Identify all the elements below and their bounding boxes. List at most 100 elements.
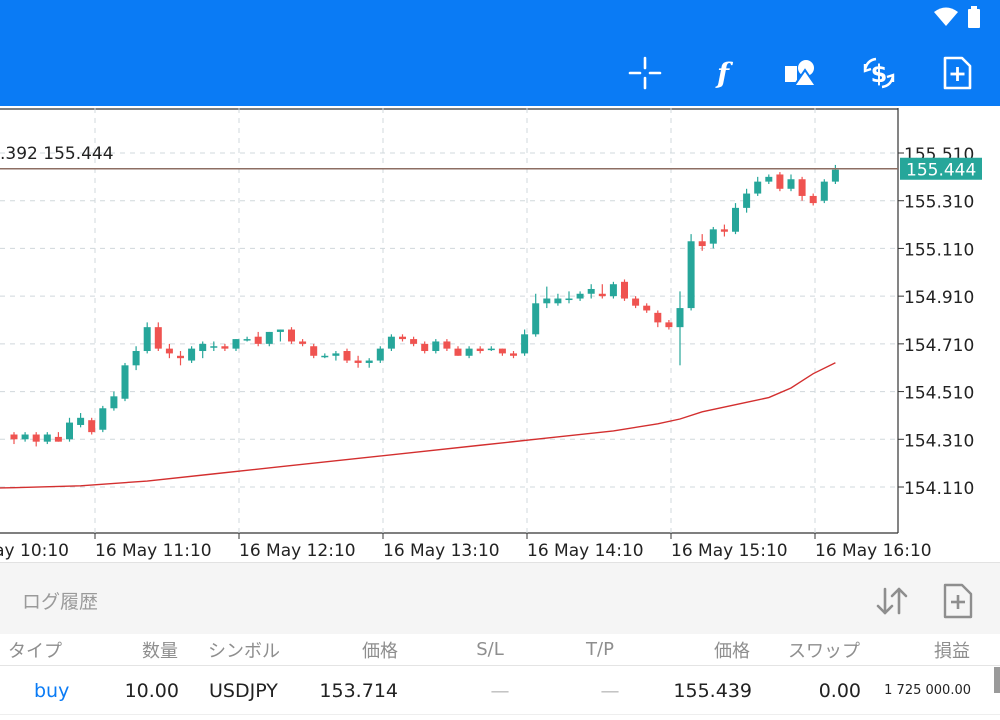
x-tick-label: 16 May 11:10: [95, 541, 212, 561]
position-current-price: 155.439: [673, 679, 752, 702]
y-tick-label: 154.310: [904, 431, 974, 451]
y-tick-label: 154.510: [904, 384, 974, 404]
candle-body: [310, 346, 318, 356]
candle-body: [443, 341, 451, 349]
new-order-button[interactable]: [936, 52, 978, 94]
ohlc-label: .392 155.444: [0, 144, 114, 164]
col-profit: 損益: [934, 640, 970, 662]
candle-body: [654, 312, 662, 323]
candle-body: [354, 360, 362, 363]
candle-body: [787, 179, 795, 189]
sort-arrows-icon: [876, 587, 908, 615]
y-tick-label: 155.110: [904, 240, 974, 260]
add-order-button[interactable]: [938, 581, 978, 621]
position-swap: 0.00: [818, 679, 861, 702]
position-tp: —: [600, 679, 620, 702]
candle-body: [487, 348, 495, 351]
candle-body: [432, 341, 440, 352]
candle-body: [598, 293, 606, 297]
candle-body: [243, 339, 251, 341]
positions-table-header: タイプ 数量 シンボル 価格 S/L T/P 価格 スワップ 損益: [0, 634, 1000, 666]
candle-body: [376, 348, 384, 361]
objects-button[interactable]: [780, 52, 822, 94]
candle-body: [798, 179, 806, 196]
status-bar: [934, 6, 980, 32]
position-profit: 1 725 000.00: [884, 683, 971, 698]
crosshair-icon: [628, 56, 662, 90]
candle-body: [687, 241, 695, 309]
candle-body: [621, 281, 628, 299]
candle-body: [110, 396, 118, 409]
candle-body: [66, 422, 73, 440]
panel-title: ログ履歴: [22, 591, 99, 613]
candle-body: [143, 327, 151, 352]
candle-body: [820, 181, 828, 201]
candle-body: [232, 339, 240, 349]
position-volume: 10.00: [124, 679, 179, 702]
current-price-badge: [900, 157, 982, 180]
current-price-label: 155.444: [906, 161, 976, 181]
candle-body: [809, 195, 817, 204]
svg-text:f: f: [715, 57, 734, 90]
candle-body: [665, 322, 673, 328]
trade-button[interactable]: $: [858, 52, 900, 94]
candle-body: [454, 348, 462, 356]
file-plus-icon: [943, 56, 972, 90]
shapes-icon: [785, 60, 818, 87]
candle-body: [421, 343, 429, 352]
col-current-price: 価格: [714, 640, 750, 662]
battery-icon: [968, 6, 980, 32]
candle-body: [321, 355, 329, 358]
candle-body: [10, 434, 18, 440]
candle-body: [210, 346, 218, 348]
candle-body: [754, 181, 762, 194]
chart-canvas[interactable]: 155.510155.310155.110154.910154.710154.5…: [0, 108, 1000, 562]
candle-body: [510, 353, 517, 356]
candle-body: [831, 169, 839, 182]
crosshair-button[interactable]: [624, 52, 666, 94]
y-tick-label: 154.110: [904, 479, 974, 499]
candle-body: [465, 348, 473, 356]
price-chart[interactable]: 155.510 155.310 155.110 154.910 154.710 154.5…: [0, 108, 1000, 562]
candle-body: [365, 360, 373, 363]
x-tick-label: 16 May 12:10: [239, 541, 356, 561]
candle-body: [632, 298, 640, 306]
candle-body: [265, 331, 273, 344]
scrollbar[interactable]: [994, 667, 1000, 693]
candle-body: [199, 343, 207, 352]
candle-body: [576, 293, 584, 299]
position-symbol: USDJPY: [209, 679, 278, 702]
col-type: タイプ: [8, 640, 62, 662]
candle-body: [587, 288, 595, 294]
indicators-button[interactable]: f: [702, 52, 744, 94]
candle-body: [476, 348, 484, 352]
candle-body: [532, 303, 540, 335]
candle-body: [77, 417, 85, 425]
position-type: buy: [34, 679, 70, 702]
position-sl: —: [490, 679, 510, 702]
col-tp: T/P: [586, 639, 614, 660]
sort-button[interactable]: [872, 581, 912, 621]
candle-body: [99, 408, 107, 430]
function-icon: f: [715, 57, 734, 90]
x-tick-label: 16 May 14:10: [527, 541, 644, 561]
candle-body: [343, 351, 351, 361]
dollar-arrows-icon: $: [863, 57, 895, 89]
position-open-price: 153.714: [319, 679, 398, 702]
candle-body: [188, 348, 196, 361]
x-tick-label: 16 May 15:10: [671, 541, 788, 561]
candle-body: [720, 229, 728, 232]
candle-body: [543, 298, 551, 304]
y-tick-label: 154.910: [904, 288, 974, 308]
x-tick-label: 16 May 13:10: [383, 541, 500, 561]
candle-body: [609, 284, 617, 297]
candle-body: [88, 420, 96, 433]
candle-body: [43, 434, 51, 442]
y-tick-label: 155.310: [904, 193, 974, 213]
col-swap: スワップ: [788, 640, 860, 662]
x-tick-label: ay 10:10: [0, 541, 69, 561]
candle-body: [709, 229, 717, 244]
table-row[interactable]: buy 10.00 USDJPY 153.714 — — 155.439 0.0…: [0, 667, 1000, 715]
candle-body: [732, 207, 739, 232]
wifi-icon: [934, 7, 958, 31]
